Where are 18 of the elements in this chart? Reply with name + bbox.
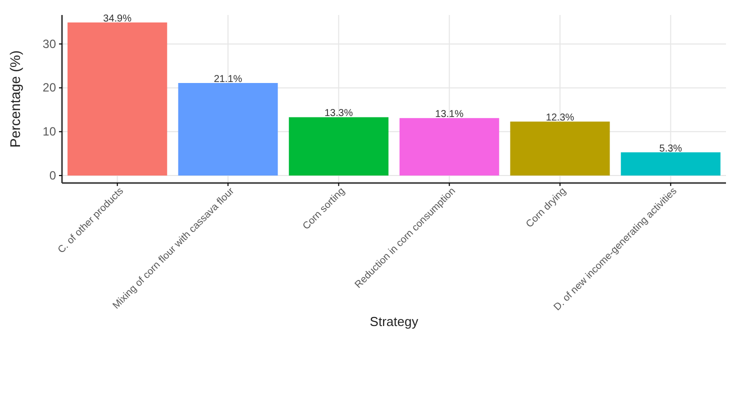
- y-tick-label: 10: [42, 124, 56, 139]
- bar: [178, 82, 278, 176]
- data-label: 21.1%: [214, 74, 242, 85]
- bar: [620, 152, 720, 176]
- data-label: 13.1%: [435, 109, 464, 120]
- bar: [68, 22, 168, 176]
- bar: [288, 117, 388, 176]
- data-label: 5.3%: [659, 143, 682, 154]
- y-tick-label: 30: [42, 36, 56, 51]
- data-label: 13.3%: [324, 108, 353, 120]
- y-axis-title: Percentage (%): [7, 50, 23, 148]
- bar: [510, 122, 610, 176]
- x-axis-title: Strategy: [370, 314, 419, 330]
- y-tick-label: 0: [49, 168, 56, 182]
- y-tick-label: 20: [42, 80, 56, 95]
- bar: [400, 118, 500, 176]
- data-label: 34.9%: [103, 13, 132, 24]
- data-label: 12.3%: [546, 112, 574, 124]
